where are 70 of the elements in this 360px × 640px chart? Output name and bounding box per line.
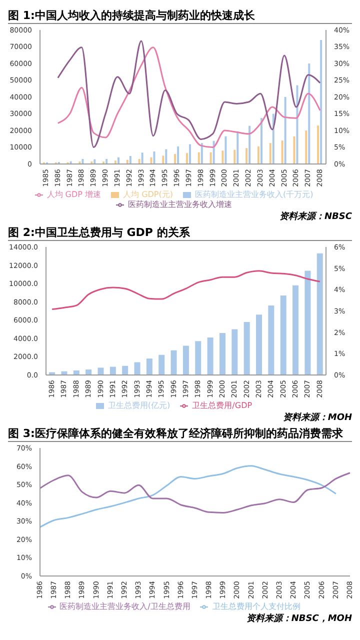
bar <box>248 126 251 164</box>
bar <box>257 146 260 164</box>
chart-title: 图 2:中国卫生总费用与 GDP 的关系 <box>8 225 352 241</box>
bar <box>305 130 308 164</box>
bar <box>138 158 140 164</box>
bar <box>122 366 128 375</box>
bar <box>224 136 227 164</box>
legend-label: 医药制造业主营业务收入(千万元) <box>195 190 314 199</box>
bar <box>296 85 298 164</box>
bar <box>195 341 202 375</box>
bar <box>188 144 191 164</box>
bar <box>317 125 320 164</box>
legend-label: 医药制造业主营业务收入增速 <box>128 200 232 209</box>
bar <box>198 152 200 164</box>
bar <box>162 156 164 164</box>
line-series <box>39 465 337 528</box>
bar <box>268 306 274 375</box>
line-series <box>51 270 321 310</box>
bar <box>170 350 177 375</box>
bar <box>98 368 104 375</box>
bar <box>82 158 84 164</box>
bar <box>86 370 92 375</box>
bar <box>244 322 250 375</box>
text: 资料来源：NBSC <box>278 210 352 223</box>
bar <box>260 118 262 164</box>
bar <box>129 156 132 164</box>
bar <box>280 295 286 375</box>
bar <box>153 151 156 164</box>
line-series <box>39 472 351 514</box>
bar <box>186 153 188 164</box>
bar <box>141 152 144 164</box>
legend-label: 卫生总费用个人支付比例 <box>212 602 300 611</box>
bar <box>207 338 214 375</box>
legend-label: 医药制造业主营业务收入/卫生总费用 <box>60 602 190 611</box>
bar <box>234 150 236 164</box>
bar <box>165 149 168 164</box>
bar <box>232 329 238 375</box>
legend-label: 人均 GDP 增速 <box>46 190 102 199</box>
bar <box>158 354 165 375</box>
bar <box>236 131 239 164</box>
bar <box>182 346 189 375</box>
bar <box>256 314 262 375</box>
bar <box>284 97 286 164</box>
bar <box>200 143 203 164</box>
bar <box>210 152 212 164</box>
bar <box>110 366 116 375</box>
bar <box>246 148 248 164</box>
bar <box>316 253 323 375</box>
bar <box>269 143 272 164</box>
text: 资料来源：MOH <box>282 411 352 424</box>
legend-label: 卫生总费用(亿元) <box>108 401 170 410</box>
bar <box>134 362 140 375</box>
bar <box>272 114 274 164</box>
bar <box>219 332 226 375</box>
bar <box>293 136 296 164</box>
legend-label: 人均 GDP(元) <box>123 190 173 199</box>
bar <box>222 150 224 164</box>
chart-title: 图 1:中国人均收入的持续提高与制药业的快速成长 <box>8 8 352 24</box>
bar <box>320 40 322 164</box>
bar <box>177 146 180 164</box>
bar <box>174 154 176 164</box>
legend-label: 卫生总费用/GDP <box>192 401 252 410</box>
bar <box>146 358 152 375</box>
bar <box>308 64 310 164</box>
text: 资料来源：NBSC，MOH <box>245 612 352 625</box>
bar <box>292 285 299 375</box>
chart-title: 图 3:医疗保障体系的健全有效释放了经济障碍所抑制的药品消费需求 <box>8 426 352 442</box>
bar <box>304 270 311 375</box>
bar <box>106 158 108 164</box>
bar <box>281 140 284 164</box>
